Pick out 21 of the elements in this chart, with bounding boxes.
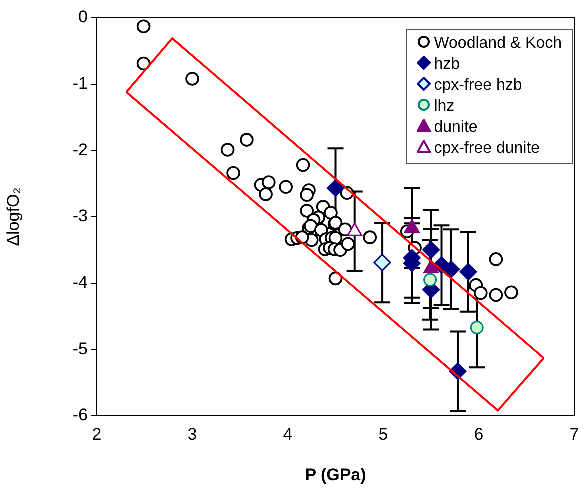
- legend-label: cpx-free hzb: [434, 77, 522, 94]
- x-tick-label: 6: [474, 424, 484, 444]
- legend-label: cpx-free dunite: [434, 140, 540, 157]
- x-tick-label: 7: [570, 424, 580, 444]
- x-tick-label: 5: [378, 424, 388, 444]
- x-axis-title: P (GPa): [305, 465, 366, 484]
- y-tick-label: -4: [72, 273, 88, 292]
- x-tick-label: 3: [188, 424, 198, 444]
- x-tick-label: 2: [92, 424, 102, 444]
- y-axis-title: ΔlogfO₂: [4, 188, 23, 246]
- legend-label: Woodland & Koch: [434, 35, 562, 52]
- y-tick-label: -1: [72, 74, 88, 94]
- y-tick-label: -5: [72, 339, 88, 358]
- y-tick-label: 0: [78, 8, 88, 27]
- legend-label: lhz: [434, 98, 455, 115]
- legend-label: dunite: [434, 119, 478, 136]
- y-tick-label: -3: [72, 206, 88, 226]
- legend-label: hzb: [434, 56, 460, 73]
- y-tick-label: -6: [72, 406, 88, 425]
- y-tick-label: -2: [72, 140, 88, 160]
- x-tick-label: 4: [283, 424, 293, 444]
